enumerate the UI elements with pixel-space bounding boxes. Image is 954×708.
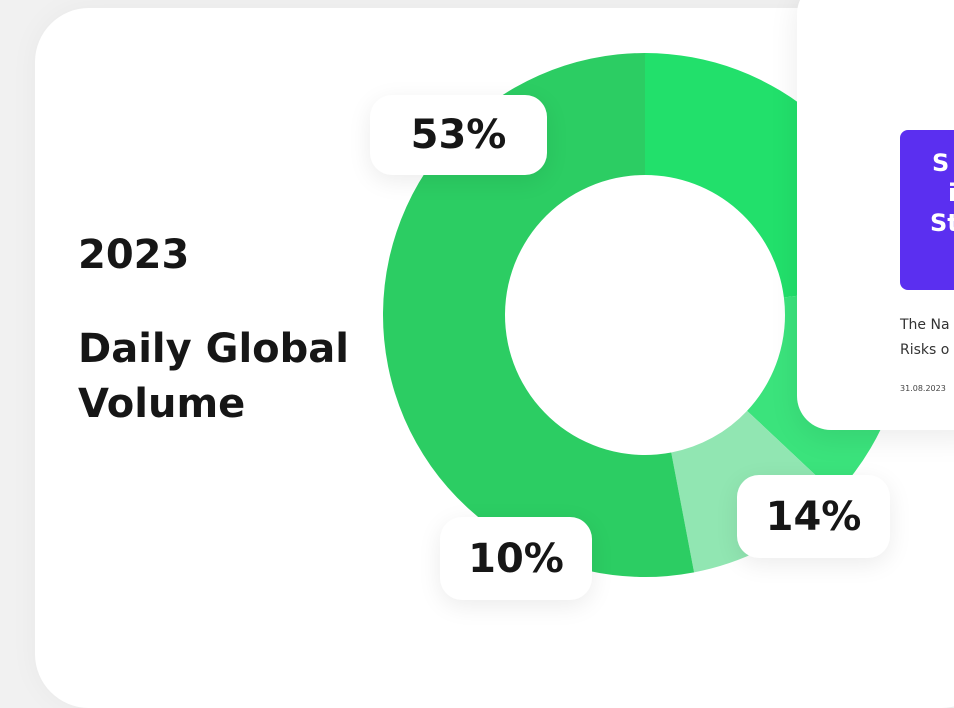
chart-subtitle: Daily Global Volume [78, 326, 349, 427]
value-label: 14% [737, 475, 890, 558]
value-label: 10% [440, 517, 592, 600]
donut-segment [382, 53, 695, 577]
value-label: 53% [370, 95, 547, 175]
image-text: St [930, 209, 954, 237]
page: 2023 Daily Global Volume 14% 10% 53% S i S… [35, 0, 954, 708]
article-card[interactable]: S i St The Na Risks o 31.08.2023 [797, 0, 954, 430]
image-text: i [948, 179, 954, 207]
article-excerpt: The Na [900, 317, 950, 333]
article-excerpt: Risks o [900, 342, 950, 358]
image-text: S [932, 149, 950, 177]
article-image: S i St [900, 130, 954, 290]
article-date: 31.08.2023 [900, 384, 946, 393]
chart-title: 2023 [78, 232, 190, 278]
